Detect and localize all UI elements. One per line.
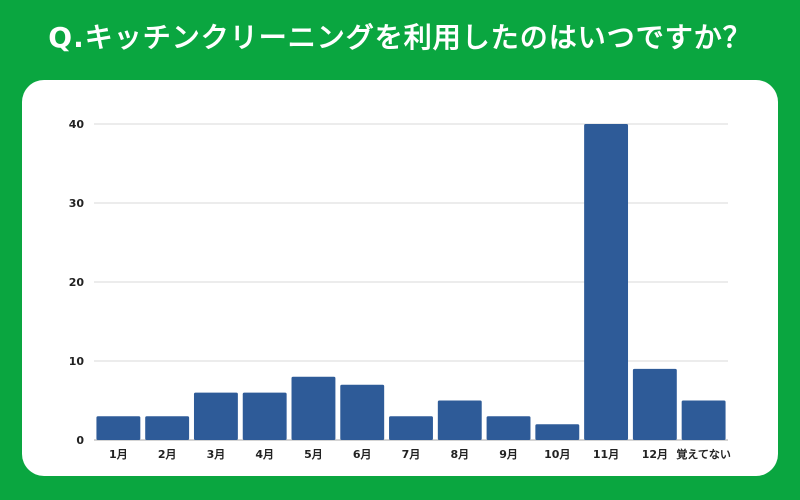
x-tick-label: 4月 [255, 448, 274, 461]
x-tick-label: 2月 [158, 448, 177, 461]
x-tick-label: 11月 [593, 448, 619, 461]
y-tick-label: 10 [69, 355, 85, 368]
bar [486, 416, 531, 440]
bar [193, 392, 238, 440]
y-tick-label: 30 [69, 197, 85, 210]
x-tick-label: 覚えてない [675, 447, 730, 461]
chart-card: 0 10 20 30 40 1月 2月 3月 4月 5月 6月 7月 8月 9月 10月 11月 12月 覚えてな… [22, 80, 778, 476]
bar [535, 424, 580, 440]
bar [681, 400, 726, 440]
x-tick-label: 9月 [499, 448, 518, 461]
bar [584, 124, 629, 440]
y-tick-label: 20 [69, 276, 85, 289]
bar [632, 368, 677, 440]
x-tick-label: 8月 [450, 448, 469, 461]
x-tick-label: 6月 [353, 448, 372, 461]
y-tick-label: 40 [69, 118, 85, 131]
bar [96, 416, 141, 440]
x-tick-label: 3月 [207, 448, 226, 461]
bar [389, 416, 433, 440]
x-tick-label: 12月 [642, 448, 668, 461]
chart-title: Q.キッチンクリーニングを利用したのはいつですか？ [48, 21, 752, 54]
x-tick-label: 7月 [402, 448, 421, 461]
bar [437, 400, 482, 440]
bar [291, 376, 336, 440]
y-tick-label: 0 [76, 434, 84, 447]
bar-chart: 0 10 20 30 40 1月 2月 3月 4月 5月 6月 7月 8月 9月 10月 11月 12月 覚えてな… [69, 118, 731, 461]
bar [145, 416, 190, 440]
x-tick-label: 1月 [109, 448, 128, 461]
x-tick-label: 5月 [304, 448, 323, 461]
bar [242, 392, 287, 440]
x-tick-label: 10月 [544, 448, 570, 461]
bar [340, 384, 385, 440]
